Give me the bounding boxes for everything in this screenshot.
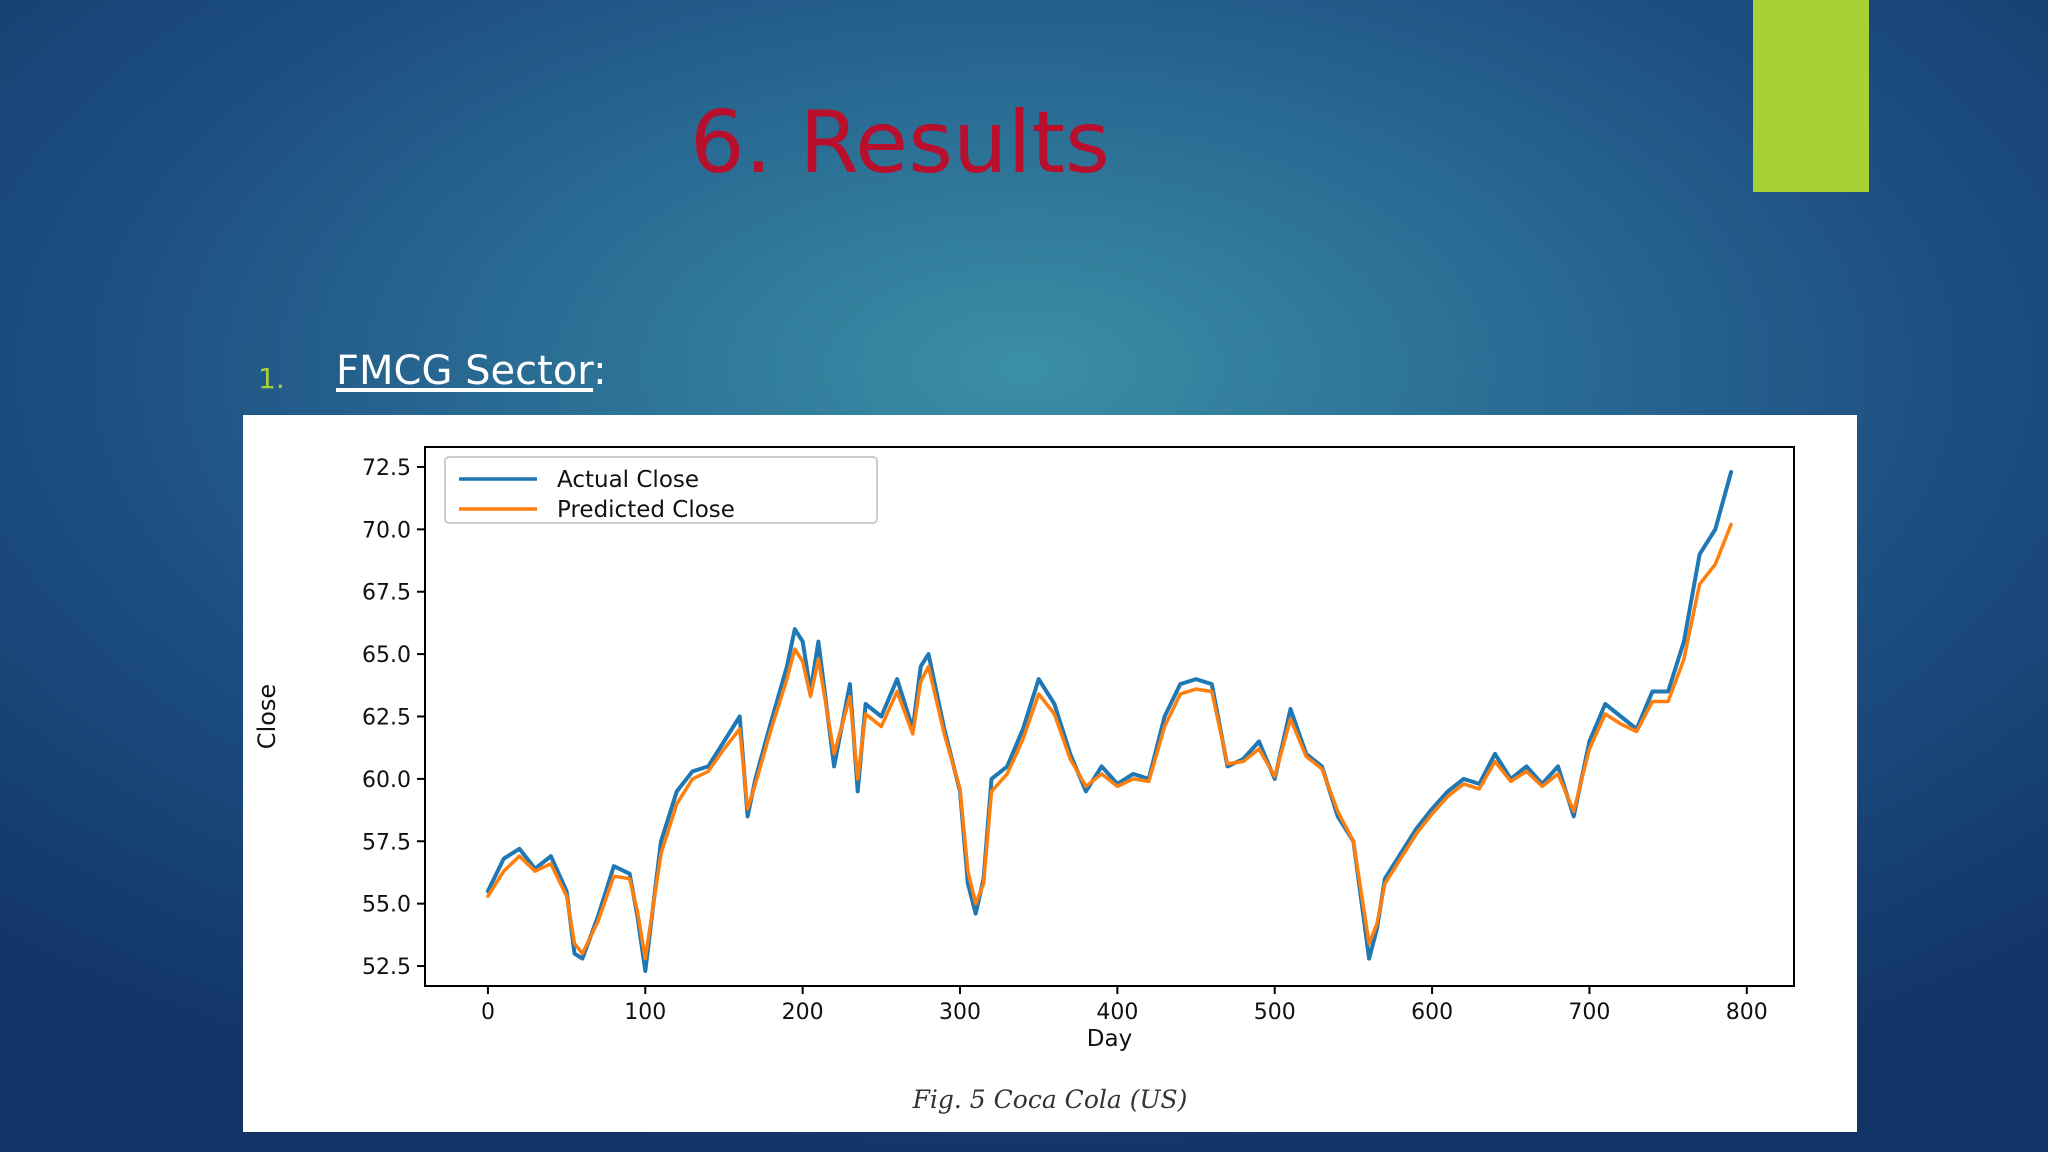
series-line-predicted-close [486, 522, 1733, 961]
slide-title: 6. Results [690, 93, 1110, 193]
bullet-text: FMCG Sector: [336, 348, 607, 394]
series-line-actual-close [485, 470, 1734, 973]
bullet-number: 1. [258, 362, 285, 395]
x-tick-label: 500 [1254, 1000, 1296, 1025]
plot-frame [424, 446, 1795, 987]
bullet-suffix: : [593, 348, 607, 394]
legend-label: Predicted Close [557, 497, 735, 523]
bullet-label: FMCG Sector [336, 348, 594, 394]
y-axis-label: Close [253, 684, 281, 749]
y-tick-label: 62.5 [362, 706, 411, 731]
x-tick-label: 300 [939, 1000, 981, 1025]
x-tick-label: 600 [1411, 1000, 1453, 1025]
accent-tab [1753, 0, 1869, 192]
x-tick-label: 200 [782, 1000, 824, 1025]
y-tick-label: 55.0 [362, 893, 411, 918]
figure-caption: Fig. 5 Coca Cola (US) [912, 1085, 1188, 1114]
legend-label: Actual Close [557, 467, 699, 493]
y-tick-label: 65.0 [362, 643, 411, 668]
line-chart: 0 100 200 300 400 500 600 700 800 52.5 55.0 57.5 60.… [253, 446, 1795, 1052]
figure-card: 0 100 200 300 400 500 600 700 800 52.5 55.0 57.5 60.… [243, 415, 1857, 1132]
x-tick-label: 700 [1568, 1000, 1610, 1025]
y-tick-label: 67.5 [362, 581, 411, 606]
x-axis-label: Day [1087, 1026, 1132, 1052]
x-tick-label: 100 [624, 1000, 666, 1025]
legend-box [444, 456, 878, 524]
x-tick-label: 0 [481, 1000, 495, 1025]
y-tick-label: 52.5 [362, 955, 411, 980]
y-tick-label: 60.0 [362, 768, 411, 793]
y-tick-label: 57.5 [362, 830, 411, 855]
y-tick-label: 70.0 [362, 518, 411, 543]
y-tick-label: 72.5 [362, 456, 411, 481]
x-tick-label: 400 [1096, 1000, 1138, 1025]
x-tick-label: 800 [1726, 1000, 1768, 1025]
